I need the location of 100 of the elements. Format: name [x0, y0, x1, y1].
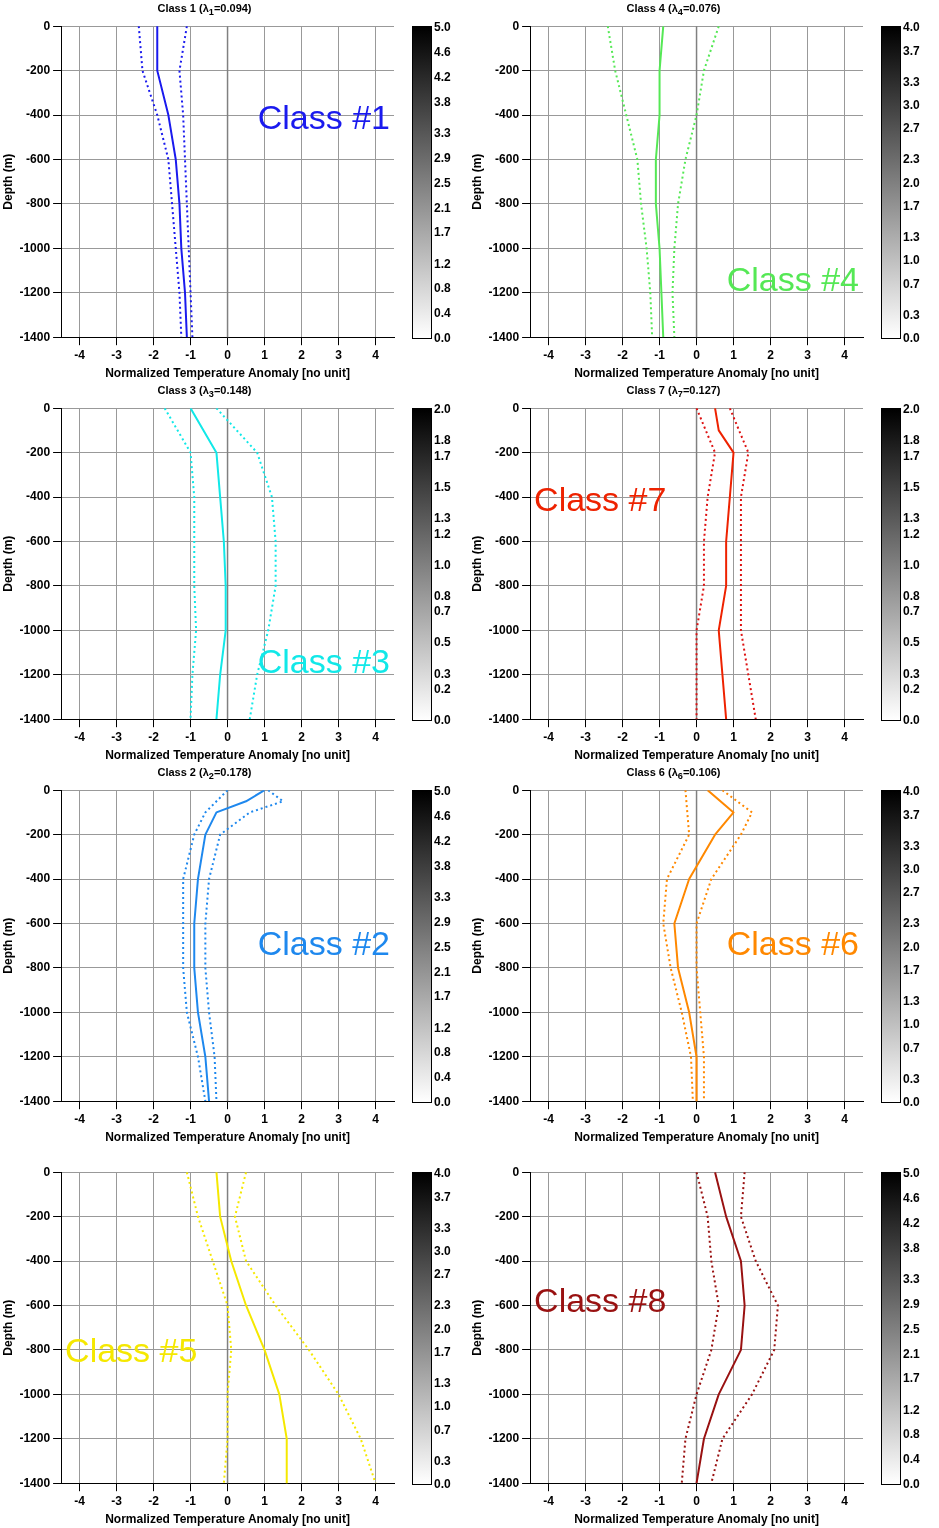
color-bar-label: 1.0: [903, 557, 920, 572]
chart-title: Class 2 (λ$_{2}$=0.178): [156, 765, 253, 782]
color-bar-label: 3.7: [903, 807, 920, 822]
x-tick-label: -2: [617, 729, 629, 744]
color-bar-label: 1.7: [434, 989, 451, 1004]
x-tick-label: 1: [730, 347, 738, 362]
x-tick-label: -1: [185, 1493, 197, 1508]
color-bar-label: 1.2: [434, 526, 451, 541]
y-tick-label: -200: [495, 1208, 520, 1223]
color-bar-label: 4.6: [903, 1191, 920, 1206]
y-tick-label: -1400: [488, 329, 520, 344]
color-bar-label: 1.0: [903, 1017, 920, 1032]
x-tick-label: 0: [693, 347, 701, 362]
x-tick-label: -3: [111, 1493, 123, 1508]
x-tick-label: -4: [74, 1493, 86, 1508]
x-tick-label: 4: [841, 1493, 849, 1508]
y-tick-label: -400: [26, 1253, 51, 1268]
color-bar-label: 0.4: [903, 1452, 920, 1467]
color-bar-label: 0.7: [903, 276, 920, 291]
color-bar-label: 3.3: [434, 1220, 451, 1235]
x-axis-title: Normalized Temperature Anomaly [no unit]: [105, 1130, 350, 1145]
color-bar-label: 3.3: [903, 74, 920, 89]
y-tick-label: -600: [495, 533, 520, 548]
color-bar-label: 1.3: [434, 1376, 451, 1391]
color-bar-label: 1.7: [903, 963, 920, 978]
color-bar-label: 1.7: [434, 225, 451, 240]
y-tick-label: -1400: [19, 711, 51, 726]
y-tick-label: -1000: [488, 622, 520, 637]
x-tick-label: 2: [298, 729, 306, 744]
color-bar-label: 0.2: [434, 682, 451, 697]
line-series: [728, 408, 757, 720]
color-bar-label: 2.5: [903, 1321, 920, 1336]
color-bar-label: 2.3: [903, 916, 920, 931]
color-bar-label: 4.6: [434, 809, 451, 824]
color-bar-label: 2.1: [434, 964, 451, 979]
y-axis-title: Depth (m): [469, 917, 484, 974]
color-bar-label: 2.7: [903, 121, 920, 136]
x-axis-title: Normalized Temperature Anomaly [no unit]: [574, 366, 819, 381]
color-bar-label: 3.0: [903, 861, 920, 876]
y-tick-label: -800: [26, 196, 51, 211]
x-tick-label: -3: [580, 1111, 592, 1126]
x-tick-label: 2: [767, 729, 775, 744]
color-bar-label: 5.0: [903, 1166, 920, 1181]
color-bar-label: 1.7: [434, 448, 451, 463]
x-tick-label: 2: [767, 1111, 775, 1126]
line-series: [182, 790, 229, 1102]
y-tick-label: -200: [26, 1208, 51, 1223]
y-tick-label: -400: [26, 871, 51, 886]
y-tick-label: -400: [26, 107, 51, 122]
x-tick-label: 1: [730, 1111, 738, 1126]
series-label: Class #3: [257, 641, 390, 680]
x-tick-label: 4: [372, 347, 380, 362]
y-tick-label: -1200: [19, 285, 51, 300]
y-tick-label: -1200: [488, 667, 520, 682]
x-tick-label: 3: [804, 347, 812, 362]
x-tick-label: 3: [335, 1111, 343, 1126]
x-tick-label: 1: [730, 729, 738, 744]
x-tick-label: 2: [298, 347, 306, 362]
color-bar-label: 2.0: [903, 939, 920, 954]
color-bar-label: 0.8: [434, 1045, 451, 1060]
y-tick-label: -800: [26, 960, 51, 975]
color-bar-label: 2.7: [434, 1267, 451, 1282]
x-axis-title: Normalized Temperature Anomaly [no unit]: [574, 1130, 819, 1145]
line-series: [163, 408, 198, 720]
x-tick-label: 3: [335, 729, 343, 744]
series-label: Class #6: [726, 924, 859, 963]
y-tick-label: 0: [43, 18, 51, 33]
x-tick-label: -4: [543, 1111, 555, 1126]
y-tick-label: -1400: [19, 1475, 51, 1490]
x-tick-label: 2: [298, 1493, 306, 1508]
color-bar-label: 0.3: [903, 666, 920, 681]
chart-title: Class 6 (λ$_{6}$=0.106): [625, 765, 722, 782]
x-tick-label: 1: [730, 1493, 738, 1508]
x-tick-label: 1: [261, 1493, 269, 1508]
x-tick-label: 0: [224, 1493, 232, 1508]
y-tick-label: -600: [26, 1297, 51, 1312]
color-bar-label: 1.2: [434, 1020, 451, 1035]
x-tick-label: -1: [185, 347, 197, 362]
y-tick-label: -800: [495, 960, 520, 975]
y-tick-label: -200: [495, 62, 520, 77]
y-tick-label: -1200: [19, 1431, 51, 1446]
color-bar-label: 2.9: [903, 1296, 920, 1311]
y-tick-label: -600: [495, 1297, 520, 1312]
x-tick-label: 0: [224, 347, 232, 362]
color-bar-label: 1.3: [434, 511, 451, 526]
color-bar-label: 1.2: [903, 1402, 920, 1417]
color-bar-label: 3.8: [903, 1240, 920, 1255]
y-tick-label: 0: [512, 18, 520, 33]
series-label: Class #2: [257, 924, 390, 963]
x-tick-label: 4: [841, 1111, 849, 1126]
y-tick-label: -1000: [19, 1386, 51, 1401]
chart-title: Class 1 (λ$_{1}$=0.094): [156, 1, 253, 18]
color-bar-label: 0.4: [434, 306, 451, 321]
color-bar-label: 0.2: [903, 682, 920, 697]
color-bar-label: 4.6: [434, 45, 451, 60]
color-bar-label: 3.3: [903, 838, 920, 853]
x-tick-label: -2: [617, 1493, 629, 1508]
x-tick-label: 3: [804, 729, 812, 744]
color-bar-label: 0.0: [903, 1477, 920, 1492]
x-tick-label: 2: [767, 1493, 775, 1508]
